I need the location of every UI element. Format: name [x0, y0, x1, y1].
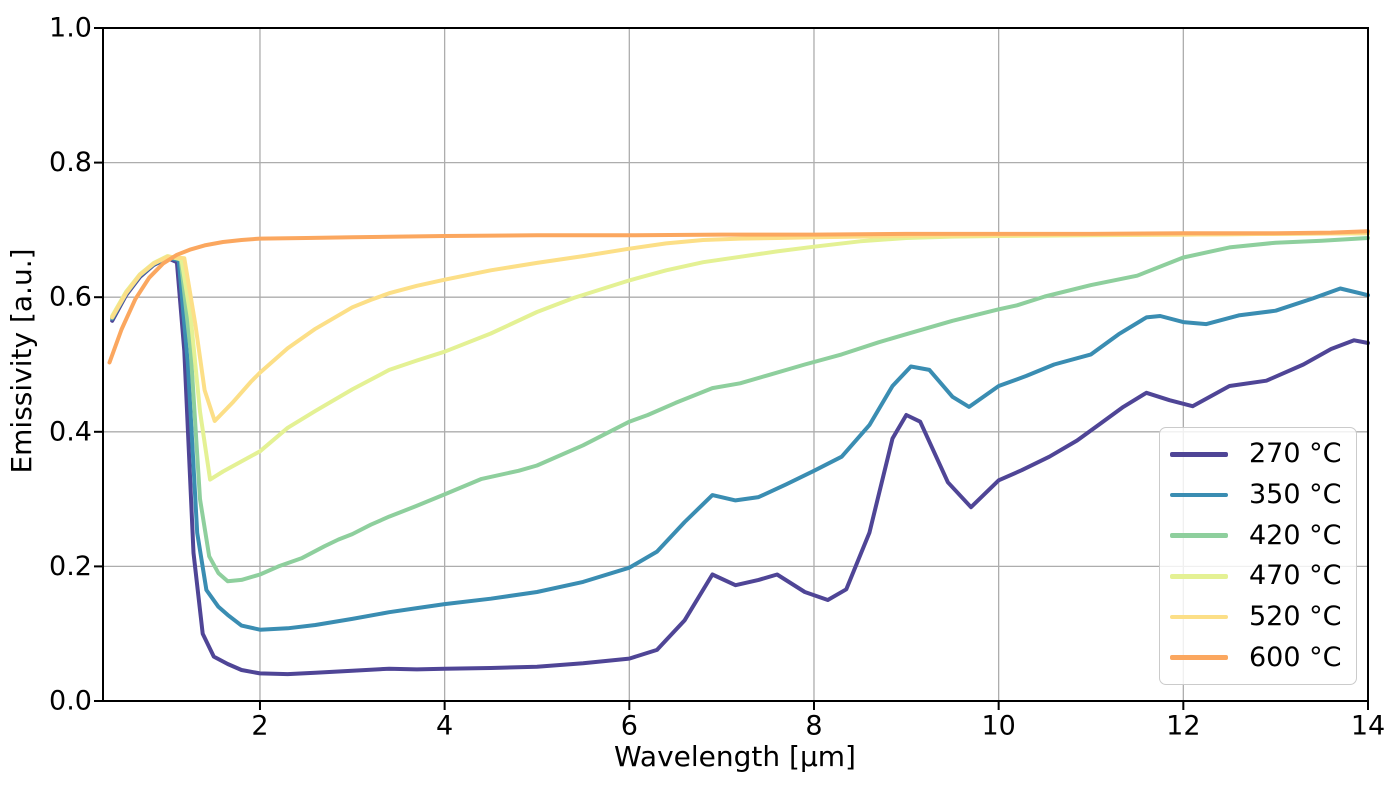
chart-legend: 270 °C 350 °C 420 °C 470 °C 520 °C 600 °C: [1159, 427, 1357, 685]
y-tick-label: 0.4: [49, 416, 92, 447]
legend-item: 420 °C: [1170, 521, 1344, 551]
x-tick-label: 8: [805, 711, 822, 742]
legend-line-swatch: [1170, 533, 1228, 538]
legend-item: 470 °C: [1170, 561, 1344, 591]
legend-line-swatch: [1170, 655, 1228, 660]
legend-item: 520 °C: [1170, 602, 1344, 632]
y-tick-label: 0.6: [49, 282, 92, 313]
x-tick-label: 6: [621, 711, 638, 742]
legend-item: 600 °C: [1170, 643, 1344, 673]
x-tick-label: 14: [1351, 711, 1385, 742]
series-line-520C: [110, 231, 1370, 423]
series-line-270C: [110, 256, 1370, 677]
x-tick-label: 2: [251, 711, 268, 742]
y-tick-label: 1.0: [49, 13, 92, 44]
legend-label: 350 °C: [1249, 479, 1342, 511]
legend-line-swatch: [1170, 574, 1228, 579]
legend-line-swatch: [1170, 492, 1228, 498]
legend-line-swatch: [1170, 614, 1228, 620]
legend-item: 270 °C: [1170, 439, 1344, 469]
legend-label: 600 °C: [1249, 641, 1342, 673]
series-line-350C: [110, 255, 1370, 632]
y-tick-label: 0.8: [49, 147, 92, 178]
legend-label: 520 °C: [1249, 601, 1342, 633]
legend-label: 270 °C: [1249, 438, 1342, 470]
axis-ticks: 2 4 6 8 10 12 14 0.0 0.2 0.4 0.6 0.8 1.0: [49, 13, 1385, 742]
legend-label: 470 °C: [1249, 560, 1342, 592]
series-lines: [107, 229, 1370, 677]
x-tick-label: 4: [436, 711, 453, 742]
series-line-600C: [107, 229, 1370, 365]
x-axis-label: Wavelength [μm]: [614, 740, 856, 773]
y-axis-label: Emissivity [a.u.]: [5, 248, 38, 474]
x-tick-label: 12: [1166, 711, 1200, 742]
legend-label: 420 °C: [1249, 519, 1342, 551]
series-line-420C: [110, 236, 1370, 584]
axes-spines: [102, 27, 1369, 702]
x-tick-label: 10: [981, 711, 1015, 742]
y-tick-label: 0.0: [49, 686, 92, 717]
y-tick-label: 0.2: [49, 551, 92, 582]
legend-item: 350 °C: [1170, 480, 1344, 510]
legend-line-swatch: [1170, 452, 1228, 457]
